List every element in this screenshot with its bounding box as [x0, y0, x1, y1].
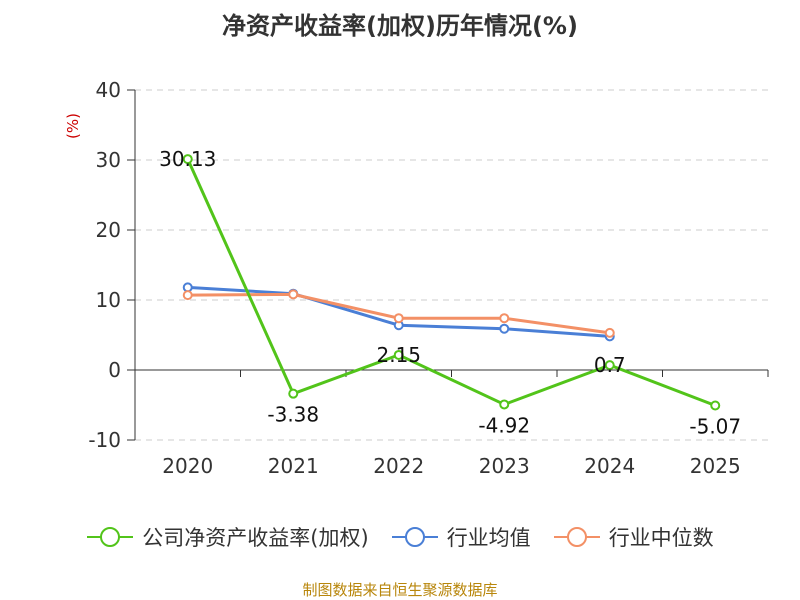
data-point	[499, 399, 510, 410]
data-point	[499, 323, 510, 334]
legend: 公司净资产收益率(加权) 行业均值 行业中位数	[0, 522, 800, 552]
x-tick-label: 2024	[584, 454, 635, 478]
data-label: 30.13	[159, 147, 216, 171]
data-point	[604, 327, 615, 338]
series-lines	[182, 154, 721, 411]
data-point	[710, 400, 721, 411]
legend-item-industry-mean[interactable]: 行业均值	[391, 522, 531, 552]
y-tick-label: -10	[88, 428, 121, 452]
data-label: -4.92	[478, 413, 530, 437]
y-tick-label: 20	[96, 218, 121, 242]
data-point	[288, 388, 299, 399]
legend-marker-icon	[87, 527, 134, 547]
legend-item-industry-median[interactable]: 行业中位数	[553, 522, 714, 552]
axes: -10 0 10 20 30 40 2020 2021 2022 2023 2024 2025	[88, 78, 769, 478]
chart-title: 净资产收益率(加权)历年情况(%)	[222, 12, 578, 40]
grid-lines	[135, 89, 768, 441]
data-label: -3.38	[267, 403, 319, 427]
legend-label: 行业均值	[446, 526, 531, 550]
data-point	[182, 154, 193, 165]
source-note: 制图数据来自恒生聚源数据库	[302, 581, 498, 599]
legend-item-company-roe[interactable]: 公司净资产收益率(加权)	[86, 522, 369, 552]
data-point	[288, 289, 299, 300]
x-tick-label: 2020	[162, 454, 213, 478]
data-point	[393, 313, 404, 324]
x-tick-label: 2025	[690, 454, 741, 478]
y-tick-label: 10	[96, 288, 121, 312]
data-point	[604, 360, 615, 371]
x-tick-label: 2023	[479, 454, 530, 478]
legend-marker-icon	[553, 527, 600, 547]
x-tick-label: 2021	[268, 454, 319, 478]
data-point	[499, 313, 510, 324]
legend-label: 行业中位数	[608, 526, 714, 550]
series-line	[186, 158, 716, 407]
data-label: 2.15	[376, 343, 421, 367]
data-labels: 30.13 -3.38 2.15 -4.92 0.7 -5.07	[159, 147, 741, 438]
data-label: 0.7	[594, 353, 626, 377]
x-tick-label: 2022	[373, 454, 424, 478]
y-tick-label: 0	[108, 358, 121, 382]
data-point	[182, 290, 193, 301]
data-point	[393, 349, 404, 360]
legend-label: 公司净资产收益率(加权)	[142, 526, 369, 550]
y-axis-unit: (%)	[64, 113, 82, 139]
y-tick-label: 40	[96, 78, 121, 102]
data-label: -5.07	[689, 414, 741, 438]
legend-marker-icon	[391, 527, 438, 547]
y-tick-label: 30	[96, 148, 121, 172]
